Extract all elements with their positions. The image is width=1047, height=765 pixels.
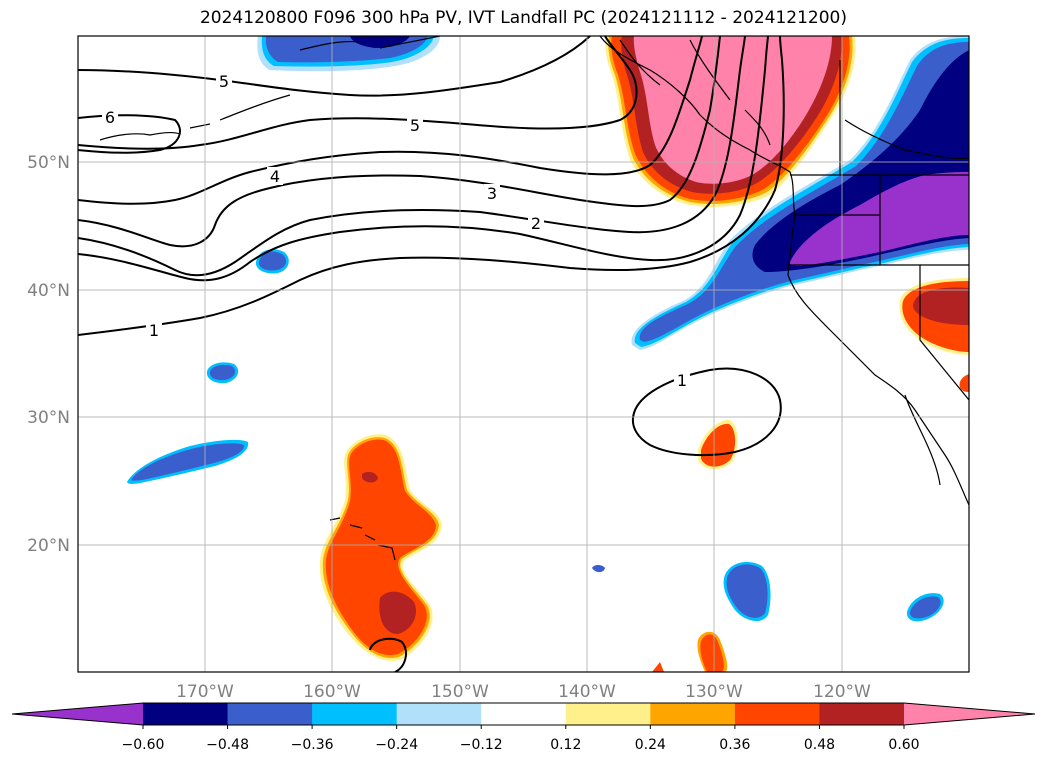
contour-label: 6 bbox=[105, 108, 115, 127]
coastlines bbox=[99, 36, 969, 561]
lat-label: 30°N bbox=[27, 408, 70, 428]
contour-label: 2 bbox=[531, 214, 541, 233]
colorbar-extend-low bbox=[12, 703, 143, 725]
plot-area bbox=[78, 36, 969, 672]
contour-label: 1 bbox=[677, 371, 687, 390]
lon-label: 140°W bbox=[558, 682, 616, 702]
lon-label: 150°W bbox=[431, 682, 489, 702]
colorbar-segment bbox=[565, 703, 651, 725]
colorbar-segment bbox=[650, 703, 736, 725]
plot-frame bbox=[77, 35, 970, 673]
lat-label: 20°N bbox=[27, 536, 70, 556]
colorbar-tick-label: 0.12 bbox=[550, 737, 581, 753]
longitude-labels: 170°W 160°W 150°W 140°W 130°W 120°W bbox=[176, 682, 871, 702]
contour-labels: 5 6 5 4 3 2 1 1 bbox=[102, 72, 690, 390]
lon-label: 160°W bbox=[303, 682, 361, 702]
negative-anomaly-regions bbox=[127, 36, 969, 622]
contour-label: 5 bbox=[410, 116, 420, 135]
contour-label: 3 bbox=[487, 184, 497, 203]
colorbar-tick-label: 0.36 bbox=[719, 737, 750, 753]
colorbar-segment bbox=[227, 703, 313, 725]
colorbar-tick-label: −0.48 bbox=[206, 737, 249, 753]
colorbar-segment bbox=[734, 703, 820, 725]
colorbar-extend-high bbox=[904, 703, 1035, 725]
contour-label: 5 bbox=[219, 72, 229, 91]
colorbar-tick-label: −0.24 bbox=[375, 737, 418, 753]
contour-label: 1 bbox=[149, 321, 159, 340]
gridlines bbox=[78, 36, 969, 672]
colorbar-tick-label: 0.48 bbox=[804, 737, 835, 753]
lon-label: 130°W bbox=[685, 682, 743, 702]
latitude-labels: 50°N 40°N 30°N 20°N bbox=[27, 153, 70, 556]
pv-contours bbox=[78, 36, 785, 672]
colorbar-tick-label: −0.36 bbox=[291, 737, 334, 753]
lon-label: 120°W bbox=[813, 682, 871, 702]
lat-label: 40°N bbox=[27, 281, 70, 301]
colorbar-segment bbox=[396, 703, 482, 725]
colorbar-segment bbox=[819, 703, 905, 725]
colorbar-segment bbox=[481, 703, 567, 725]
contour-label: 4 bbox=[270, 167, 280, 186]
lat-label: 50°N bbox=[27, 153, 70, 173]
lon-label: 170°W bbox=[176, 682, 234, 702]
colorbar-tick-label: −0.60 bbox=[122, 737, 165, 753]
colorbar-segment bbox=[312, 703, 398, 725]
colorbar-segment bbox=[143, 703, 229, 725]
colorbar-tick-label: 0.60 bbox=[888, 737, 919, 753]
colorbar-tick-label: −0.12 bbox=[460, 737, 503, 753]
colorbar: −0.60 −0.48 −0.36 −0.24 −0.12 0.12 0.24 0.36 0.4… bbox=[11, 702, 1036, 753]
colorbar-tick-label: 0.24 bbox=[635, 737, 666, 753]
map-title: 2024120800 F096 300 hPa PV, IVT Landfall… bbox=[199, 8, 847, 28]
